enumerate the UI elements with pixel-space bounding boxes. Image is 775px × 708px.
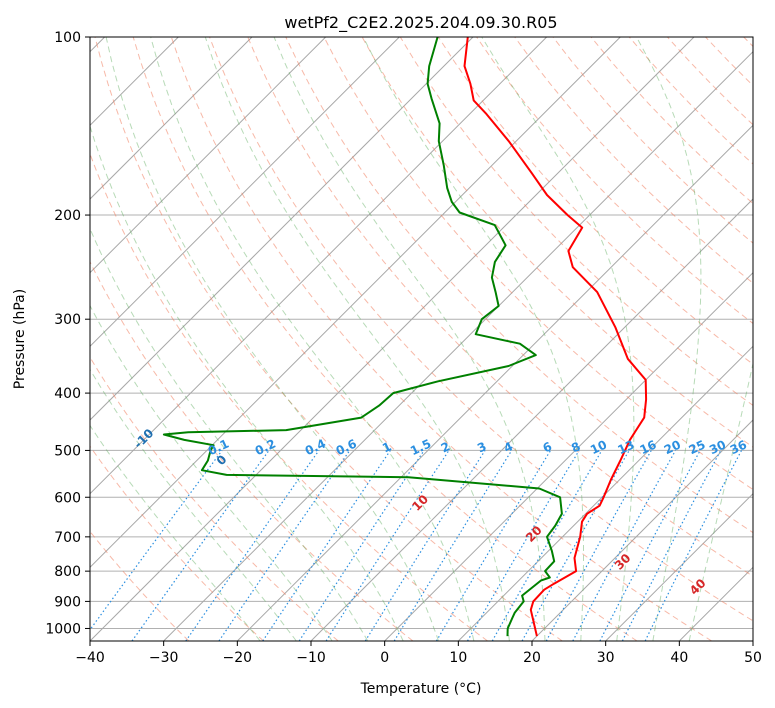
moist-adiabat-line <box>90 304 333 641</box>
y-tick-label: 700 <box>54 530 81 546</box>
isotherm-line <box>90 37 400 348</box>
dry-adiabat-line <box>247 37 753 577</box>
mixing-ratio-line <box>644 450 743 641</box>
plot-area: 0.10.20.40.611.52346810131620253036-100-… <box>0 36 754 642</box>
dry-adiabat-line <box>132 37 638 641</box>
x-tick-label: 10 <box>449 650 467 666</box>
series-layer <box>162 37 648 637</box>
moist-adiabat-line <box>688 361 753 641</box>
dry-adiabat-line <box>323 37 753 491</box>
x-tick-label: −30 <box>149 650 179 666</box>
dry-adiabat-line <box>170 37 712 641</box>
moist-adiabat-line <box>481 37 635 641</box>
x-tick-label: −10 <box>296 650 326 666</box>
moist-adiabat-line <box>105 37 439 641</box>
mixing-ratio-label: 10 <box>588 438 609 458</box>
mixing-ratio-line <box>218 450 351 641</box>
moist-adiabat-line <box>90 227 369 641</box>
mixing-ratio-line <box>90 450 223 631</box>
moist-adiabat-line <box>362 37 584 641</box>
y-axis-label: Pressure (hPa) <box>12 289 28 389</box>
dry-adiabat-label: -30 <box>0 377 8 402</box>
isotherm-line <box>90 37 474 421</box>
moist-adiabat-line <box>204 37 510 641</box>
x-tick-label: 40 <box>670 650 688 666</box>
mixing-ratio-label: 13 <box>615 438 636 458</box>
x-tick-label: −40 <box>75 650 105 666</box>
x-tick-label: 50 <box>744 650 762 666</box>
dry-adiabat-line <box>285 37 753 534</box>
plot-background <box>90 37 753 641</box>
moist-adiabat-line <box>90 124 404 641</box>
plot-frame <box>89 36 754 642</box>
isotherm-line <box>236 124 753 641</box>
mixing-ratio-label: 25 <box>687 438 708 458</box>
isotherm-line <box>605 492 753 641</box>
temperature-profile-line <box>463 37 648 637</box>
mixing-ratio-line <box>393 450 513 641</box>
x-tick-label: 20 <box>523 650 541 666</box>
mixing-ratio-line <box>325 450 450 641</box>
isotherm-line <box>752 640 753 641</box>
x-tick-label: −20 <box>223 650 253 666</box>
x-axis: −40 −30 −20 −10 0 10 20 30 40 50 <box>75 641 762 666</box>
isotherm-line <box>384 271 753 641</box>
isotherm-line <box>163 50 753 641</box>
moist-adiabat-line <box>273 37 546 641</box>
isotherm-line <box>90 37 548 495</box>
y-axis: 100 200 300 400 500 600 700 800 900 1000 <box>45 30 90 637</box>
isotherm-line <box>531 419 753 641</box>
dry-adiabat-line <box>90 356 339 641</box>
moist-adiabat-line <box>90 424 261 641</box>
y-tick-label: 900 <box>54 594 81 610</box>
isotherm-line <box>90 37 695 641</box>
y-tick-label: 400 <box>54 386 81 402</box>
dry-adiabat-line <box>94 37 563 641</box>
x-tick-label: 0 <box>380 650 389 666</box>
background-lines <box>90 37 753 641</box>
moist-adiabat-line <box>150 37 475 641</box>
mixing-ratio-line <box>298 450 425 641</box>
y-tick-label: 800 <box>54 564 81 580</box>
y-tick-label: 200 <box>54 208 81 224</box>
dry-adiabat-line <box>90 260 414 641</box>
isotherm-line <box>90 37 253 200</box>
moist-adiabat-line <box>636 37 702 641</box>
mixing-ratio-label: 16 <box>638 438 659 458</box>
y-tick-label: 300 <box>54 312 81 328</box>
y-tick-label: 500 <box>54 443 81 459</box>
mixing-ratio-line <box>621 450 722 641</box>
isotherm-line <box>90 37 327 274</box>
chart-title: wetPf2_C2E2.2025.204.09.30.R05 <box>284 13 557 33</box>
y-tick-label: 100 <box>54 30 81 46</box>
mixing-ratio-label: 30 <box>707 438 728 458</box>
mixing-ratio-line <box>572 450 677 641</box>
mixing-ratio-line <box>131 450 270 641</box>
dry-adiabat-line <box>476 37 753 325</box>
dry-adiabat-label: -20 <box>56 403 81 428</box>
dry-adiabat-line <box>209 37 753 622</box>
dry-adiabat-line <box>90 445 264 641</box>
mixing-ratio-line <box>185 450 320 641</box>
isotherm-line <box>457 345 753 641</box>
mixing-ratio-line <box>262 450 391 641</box>
dewpoint-profile-line <box>162 37 563 637</box>
y-tick-label: 1000 <box>45 621 81 637</box>
y-tick-label: 600 <box>54 490 81 506</box>
mixing-ratio-label: 36 <box>728 438 749 458</box>
mixing-ratio-line <box>545 450 652 641</box>
x-tick-label: 30 <box>597 650 615 666</box>
x-axis-label: Temperature (°C) <box>360 681 482 697</box>
dry-adiabat-line <box>514 37 753 284</box>
mixing-ratio-label: 20 <box>662 438 683 458</box>
isotherm-line <box>90 37 621 569</box>
moist-adiabat-line <box>90 368 297 641</box>
